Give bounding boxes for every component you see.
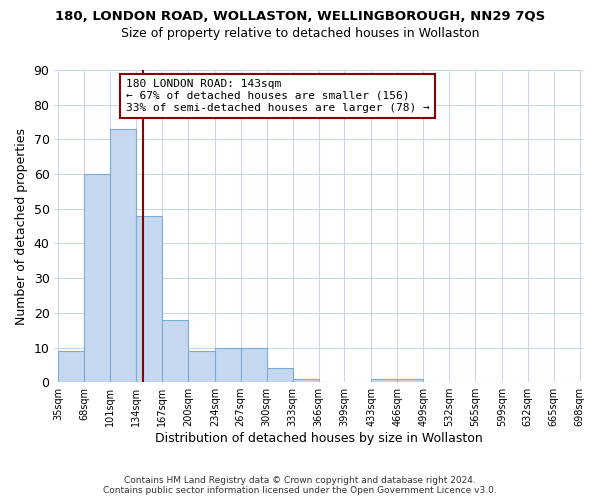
Bar <box>84 174 110 382</box>
Text: Contains HM Land Registry data © Crown copyright and database right 2024.
Contai: Contains HM Land Registry data © Crown c… <box>103 476 497 495</box>
Bar <box>58 351 84 382</box>
Y-axis label: Number of detached properties: Number of detached properties <box>15 128 28 324</box>
Bar <box>215 348 241 382</box>
Bar <box>188 351 215 382</box>
Bar <box>266 368 293 382</box>
Bar <box>371 378 397 382</box>
Text: 180, LONDON ROAD, WOLLASTON, WELLINGBOROUGH, NN29 7QS: 180, LONDON ROAD, WOLLASTON, WELLINGBORO… <box>55 10 545 23</box>
Text: 180 LONDON ROAD: 143sqm
← 67% of detached houses are smaller (156)
33% of semi-d: 180 LONDON ROAD: 143sqm ← 67% of detache… <box>126 80 430 112</box>
Bar <box>162 320 188 382</box>
Text: Size of property relative to detached houses in Wollaston: Size of property relative to detached ho… <box>121 28 479 40</box>
Bar <box>293 378 319 382</box>
Bar <box>110 129 136 382</box>
Bar <box>397 378 423 382</box>
Bar <box>136 216 162 382</box>
X-axis label: Distribution of detached houses by size in Wollaston: Distribution of detached houses by size … <box>155 432 483 445</box>
Bar <box>241 348 266 382</box>
